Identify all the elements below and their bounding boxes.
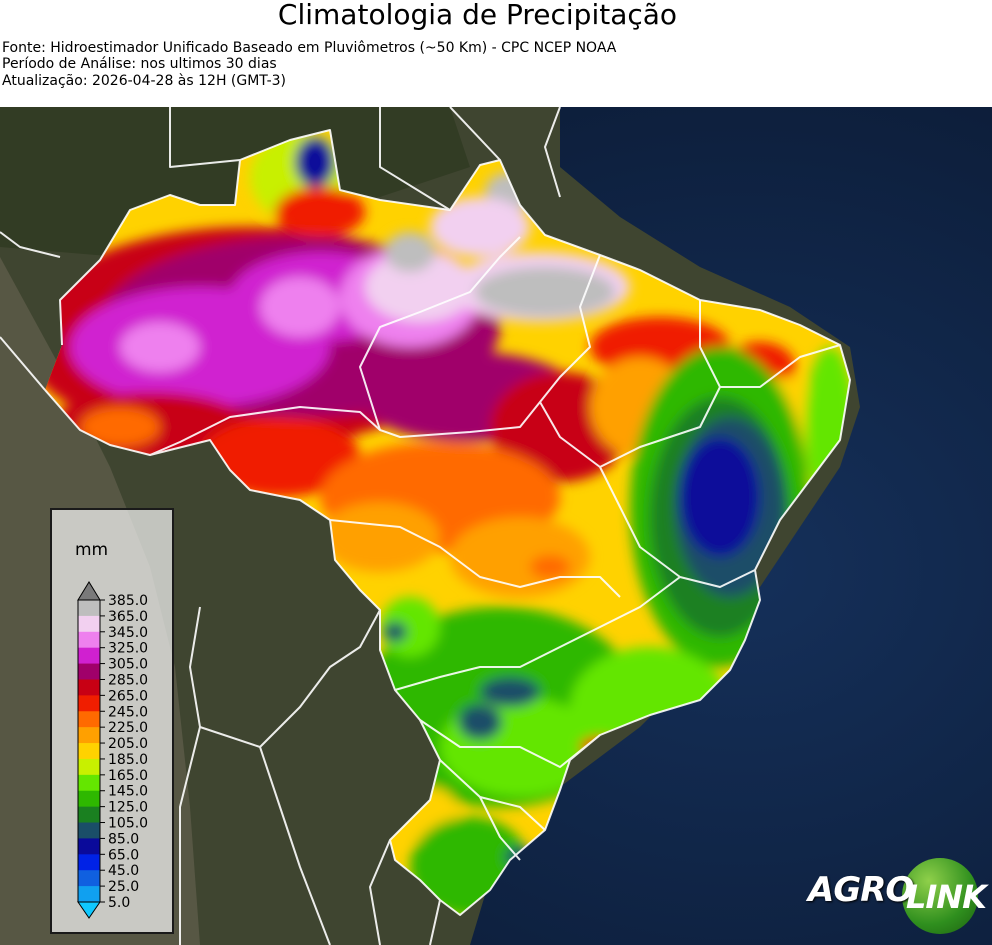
legend-swatch bbox=[78, 600, 100, 617]
legend-swatch bbox=[78, 695, 100, 712]
legend-tick-label: 305.0 bbox=[108, 657, 148, 673]
logo-globe-icon bbox=[902, 858, 978, 934]
legend-tick-label: 5.0 bbox=[108, 895, 130, 911]
legend-tick-label: 145.0 bbox=[108, 784, 148, 800]
color-legend: mm 385.0 365.0 345.0 325.0 305.0 285.0 265.0 24… bbox=[50, 508, 174, 934]
legend-colorbar: 385.0365.0345.0325.0305.0285.0265.0245.0… bbox=[77, 581, 148, 919]
legend-swatch bbox=[78, 743, 100, 760]
legend-tick-label: 285.0 bbox=[108, 672, 148, 688]
legend-tick-label: 45.0 bbox=[108, 863, 139, 879]
legend-bar-outline bbox=[77, 599, 101, 903]
legend-swatch bbox=[78, 854, 100, 871]
legend-swatch bbox=[78, 870, 100, 887]
logo-text-link: LINK bbox=[906, 878, 987, 916]
north-forest bbox=[0, 107, 470, 257]
legend-tick-label: 345.0 bbox=[108, 625, 148, 641]
legend-tick-label: 65.0 bbox=[108, 847, 139, 863]
legend-swatch bbox=[78, 886, 100, 903]
legend-swatch bbox=[78, 774, 100, 792]
logo-text-agro: AGRO bbox=[808, 870, 914, 910]
legend-tick-label: 365.0 bbox=[108, 609, 148, 625]
legend-swatch bbox=[78, 647, 100, 665]
legend-swatch bbox=[78, 727, 100, 744]
legend-unit-label: mm bbox=[75, 540, 109, 560]
legend-tick-label: 185.0 bbox=[108, 752, 148, 768]
legend-tick-label: 165.0 bbox=[108, 768, 148, 784]
legend-tick-label: 325.0 bbox=[108, 641, 148, 657]
legend-swatch bbox=[78, 631, 100, 649]
legend-swatch bbox=[78, 711, 100, 728]
legend-tick-label: 205.0 bbox=[108, 736, 148, 752]
legend-swatch bbox=[78, 822, 100, 839]
updated-line: Atualização: 2026-04-28 às 12H (GMT-3) bbox=[2, 73, 286, 89]
legend-swatch bbox=[78, 758, 100, 776]
legend-swatch bbox=[78, 663, 100, 680]
legend-swatch bbox=[78, 615, 100, 633]
legend-tick-label: 385.0 bbox=[108, 593, 148, 609]
legend-swatch bbox=[78, 838, 100, 855]
period-line: Período de Análise: nos ultimos 30 dias bbox=[2, 56, 277, 72]
legend-tick-label: 105.0 bbox=[108, 816, 148, 832]
legend-tick-label: 265.0 bbox=[108, 688, 148, 704]
agrolink-logo: AGRO LINK bbox=[806, 856, 987, 936]
legend-arrow-top bbox=[77, 581, 101, 601]
legend-swatch bbox=[78, 806, 100, 824]
legend-tick-label: 225.0 bbox=[108, 720, 148, 736]
legend-tick-label: 85.0 bbox=[108, 831, 139, 847]
legend-swatch bbox=[78, 679, 100, 696]
legend-tick-label: 245.0 bbox=[108, 704, 148, 720]
legend-tick-label: 125.0 bbox=[108, 800, 148, 816]
source-line: Fonte: Hidroestimador Unificado Baseado … bbox=[2, 40, 617, 56]
legend-swatch bbox=[78, 790, 100, 808]
legend-tick-label: 25.0 bbox=[108, 879, 139, 895]
legend-arrow-bottom bbox=[77, 901, 101, 919]
borders bbox=[0, 107, 851, 945]
map-title: Climatologia de Precipitação bbox=[277, 0, 678, 31]
